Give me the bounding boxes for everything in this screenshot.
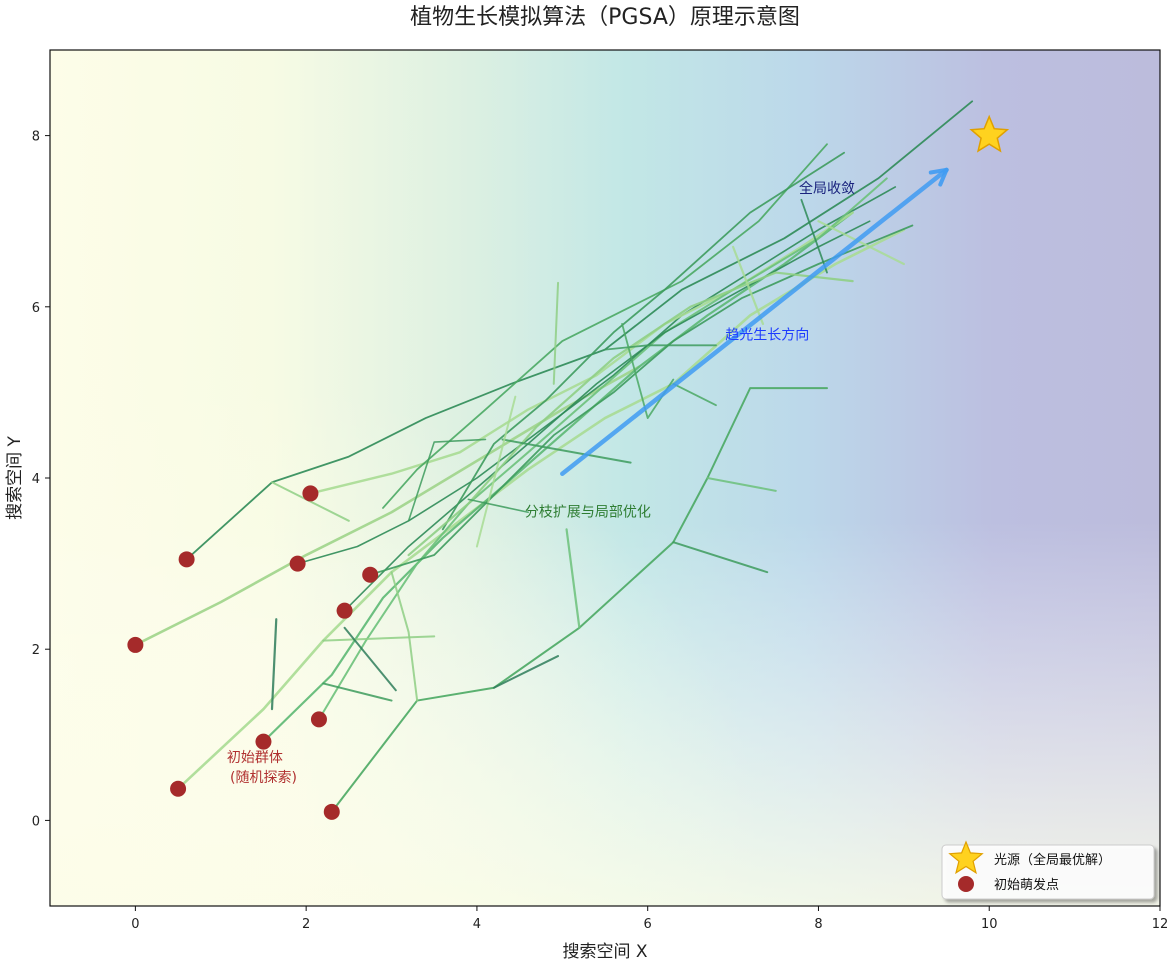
seed-point bbox=[178, 551, 195, 568]
twig-line bbox=[271, 481, 350, 522]
annotation-label: 趋光生长方向 bbox=[725, 327, 809, 343]
x-tick-label: 0 bbox=[131, 917, 139, 932]
twig-line bbox=[467, 498, 529, 514]
twig-line bbox=[800, 198, 828, 274]
seed-point bbox=[170, 780, 187, 797]
seed-point bbox=[289, 555, 306, 572]
arrow-head-icon bbox=[928, 167, 949, 187]
legend-label-seeds: 初始萌发点 bbox=[994, 877, 1059, 893]
branch-line bbox=[330, 387, 828, 813]
plot-area: 初始群体 (随机探索) 分枝扩展与局部优化 趋光生长方向 全局收敛 bbox=[49, 49, 1161, 907]
twig-line bbox=[817, 220, 905, 266]
twig-line bbox=[731, 245, 765, 326]
branch-line bbox=[185, 100, 974, 561]
plot-background-glow bbox=[50, 50, 1160, 906]
twig-line bbox=[322, 682, 393, 702]
x-tick-label: 8 bbox=[814, 917, 822, 932]
seed-point bbox=[127, 636, 144, 653]
arrow-layer bbox=[560, 167, 949, 476]
twig-line bbox=[407, 438, 487, 522]
seed-point bbox=[310, 711, 327, 728]
seed-point bbox=[362, 566, 379, 583]
annotation-layer: 初始群体 (随机探索) 分枝扩展与局部优化 趋光生长方向 全局收敛 bbox=[227, 180, 855, 786]
branch-line bbox=[441, 151, 845, 531]
phototropism-arrow bbox=[560, 167, 949, 476]
legend-seed-icon bbox=[958, 876, 974, 892]
x-tick-label: 2 bbox=[302, 917, 310, 932]
annotation-label: 全局收敛 bbox=[799, 180, 855, 197]
seed-point bbox=[323, 803, 340, 820]
twig-line bbox=[552, 281, 560, 385]
x-tick-label: 4 bbox=[473, 917, 481, 932]
twig-line bbox=[672, 382, 717, 407]
seed-point bbox=[255, 733, 272, 750]
twig-line bbox=[270, 618, 278, 711]
annotation-label: 初始群体 bbox=[227, 749, 283, 766]
twig-line bbox=[322, 635, 436, 642]
branch-line bbox=[296, 186, 897, 565]
twig-line bbox=[565, 528, 581, 629]
twigs-layer bbox=[270, 198, 905, 711]
y-axis-label: 搜索空间 Y bbox=[5, 435, 25, 519]
twig-line bbox=[493, 655, 560, 689]
light-source-layer bbox=[969, 114, 1010, 153]
x-tick-label: 12 bbox=[1152, 917, 1169, 932]
annotation-label: 分枝扩展与局部优化 bbox=[525, 505, 651, 521]
y-tick-label: 8 bbox=[32, 130, 40, 145]
y-tick-label: 2 bbox=[32, 643, 40, 658]
axis-ticks: 0 2 4 6 8 10 12 0 2 4 6 8 bbox=[32, 130, 1169, 932]
y-tick-label: 6 bbox=[32, 301, 40, 316]
seeds-layer bbox=[127, 485, 379, 820]
twig-line bbox=[706, 477, 777, 492]
branch-line bbox=[134, 365, 641, 647]
branch-line bbox=[317, 177, 888, 721]
twig-line bbox=[343, 626, 397, 692]
annotation-label: (随机探索) bbox=[230, 769, 297, 786]
legend: 光源（全局最优解） 初始萌发点 bbox=[941, 840, 1155, 900]
twig-line bbox=[501, 438, 632, 464]
light-source-star bbox=[969, 114, 1010, 153]
legend-box bbox=[941, 844, 1155, 900]
branch-line bbox=[343, 220, 871, 612]
branches-layer bbox=[134, 100, 974, 813]
x-tick-label: 10 bbox=[981, 917, 998, 932]
seed-point bbox=[302, 485, 319, 502]
x-axis-label: 搜索空间 X bbox=[562, 942, 647, 962]
x-tick-label: 6 bbox=[644, 917, 652, 932]
twig-line bbox=[390, 571, 419, 702]
seed-point bbox=[336, 602, 353, 619]
legend-star-icon bbox=[948, 840, 984, 875]
y-tick-label: 0 bbox=[32, 814, 40, 829]
legend-label-light-source: 光源（全局最优解） bbox=[994, 852, 1111, 868]
twig-line bbox=[672, 541, 769, 574]
y-tick-label: 4 bbox=[32, 472, 40, 487]
branch-line bbox=[176, 228, 906, 791]
twig-line bbox=[475, 395, 517, 548]
branch-line bbox=[262, 211, 854, 743]
chart-title: 植物生长模拟算法（PGSA）原理示意图 bbox=[410, 5, 800, 30]
branch-line bbox=[407, 271, 854, 557]
twig-line bbox=[604, 344, 717, 351]
